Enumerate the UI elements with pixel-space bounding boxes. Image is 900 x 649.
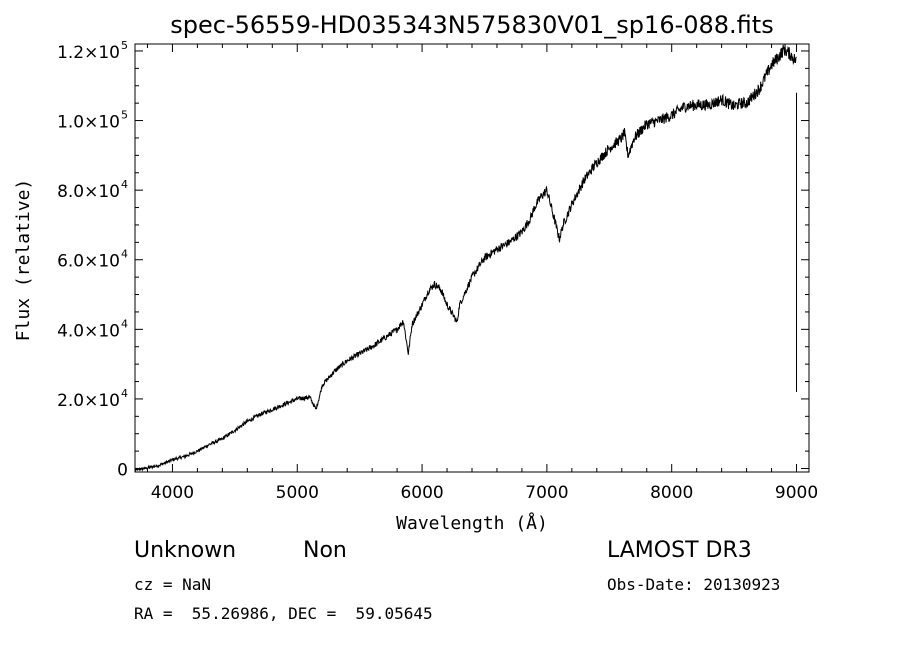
x-tick-label: 9000 [775, 483, 818, 503]
y-tick-label: 1.2×10 [57, 43, 120, 63]
x-axis-label: Wavelength (Å) [396, 512, 548, 534]
x-tick-label: 4000 [151, 483, 194, 503]
y-tick-label: 0 [117, 461, 128, 481]
x-tick-label: 5000 [276, 483, 319, 503]
y-tick-label: 2.0×10 [57, 391, 120, 411]
y-tick-exponent: 4 [121, 248, 128, 261]
y-tick-exponent: 4 [121, 387, 128, 400]
y-tick-exponent: 5 [121, 39, 128, 52]
x-tick-labels: 4000 5000 6000 7000 8000 9000 [151, 483, 818, 503]
spectrum-series [134, 44, 798, 473]
object-class: Unknown [134, 538, 237, 563]
y-axis-label: Flux (relative) [13, 179, 34, 342]
spectrum-line [134, 44, 797, 473]
x-tick-label: 6000 [400, 483, 443, 503]
y-tick-exponent: 4 [121, 317, 128, 330]
chart-title: spec-56559-HD035343N575830V01_sp16-088.f… [170, 11, 773, 39]
y-tick-label: 1.0×10 [57, 113, 120, 133]
y-tick-label: 6.0×10 [57, 252, 120, 272]
survey-name: LAMOST DR3 [607, 538, 752, 563]
y-tick-exponent: 5 [121, 109, 128, 122]
y-tick-labels: 02.0×10 44.0×10 46.0×10 48.0×10 41.0×10 51.2×… [57, 39, 128, 481]
y-tick-label: 8.0×10 [57, 182, 120, 202]
y-tick-exponent: 4 [121, 178, 128, 191]
axis-ticks [135, 44, 809, 472]
y-tick-label: 4.0×10 [57, 321, 120, 341]
coordinates-text: RA = 55.26986, DEC = 59.05645 [134, 604, 433, 623]
x-tick-label: 7000 [525, 483, 568, 503]
object-subclass: Non [303, 538, 347, 563]
observation-date: Obs-Date: 20130923 [607, 575, 781, 594]
redshift-text: cz = NaN [134, 575, 212, 594]
x-tick-label: 8000 [650, 483, 693, 503]
